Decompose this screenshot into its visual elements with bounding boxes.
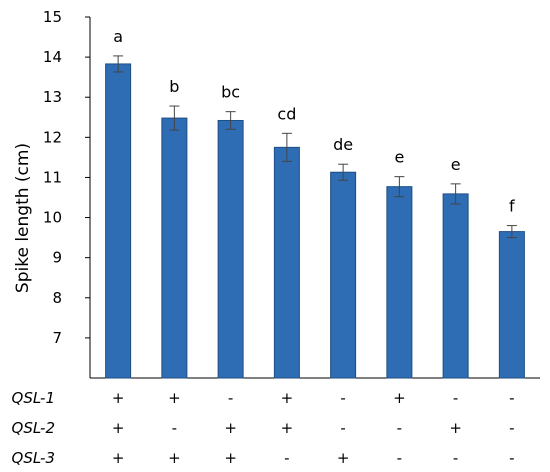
bar xyxy=(273,146,300,379)
bar xyxy=(161,117,188,379)
significance-label: f xyxy=(509,197,515,216)
significance-labels: a b bc cd de e e f xyxy=(113,27,515,216)
y-tick-label: 7 xyxy=(52,329,62,347)
genotype-sign: + xyxy=(281,389,294,407)
significance-label: e xyxy=(394,148,404,167)
genotype-sign: - xyxy=(340,419,345,437)
y-tick-label: 15 xyxy=(43,8,62,26)
bar xyxy=(217,119,244,379)
genotype-sign: - xyxy=(284,449,289,467)
y-tick-label: 10 xyxy=(43,209,62,227)
significance-label: e xyxy=(451,155,461,174)
genotype-sign: - xyxy=(509,419,514,437)
significance-label: b xyxy=(169,77,179,96)
genotype-sign: + xyxy=(281,419,294,437)
genotype-sign: + xyxy=(168,389,181,407)
genotype-sign: + xyxy=(112,449,125,467)
genotype-sign: - xyxy=(397,419,402,437)
y-tick-label: 13 xyxy=(43,88,62,106)
bar xyxy=(442,193,469,379)
significance-label: cd xyxy=(277,104,296,123)
genotype-sign: - xyxy=(453,389,458,407)
y-tick-label: 12 xyxy=(43,128,62,146)
genotype-table: QSL-1 + + - + - + - - QSL-2 + - + + - - + - QSL-3 + + + - + - - - xyxy=(12,389,515,467)
significance-label: de xyxy=(333,135,353,154)
genotype-row-label: QSL-2 xyxy=(12,419,55,437)
y-tick-label: 11 xyxy=(43,168,62,186)
y-tick-label: 8 xyxy=(52,289,62,307)
error-bars xyxy=(113,55,517,239)
significance-label: bc xyxy=(221,83,240,102)
genotype-sign: - xyxy=(340,389,345,407)
genotype-sign: + xyxy=(112,389,125,407)
genotype-sign: - xyxy=(228,389,233,407)
bar xyxy=(498,231,525,379)
genotype-sign: - xyxy=(509,389,514,407)
y-tick-label: 9 xyxy=(52,249,62,267)
bar xyxy=(386,186,413,379)
y-axis: 7 8 9 10 11 12 13 14 15 xyxy=(43,8,540,379)
genotype-sign: + xyxy=(393,389,406,407)
y-tick-label: 14 xyxy=(43,48,62,66)
genotype-sign: - xyxy=(509,449,514,467)
genotype-sign: + xyxy=(112,419,125,437)
genotype-sign: - xyxy=(397,449,402,467)
genotype-sign: - xyxy=(172,419,177,437)
genotype-sign: - xyxy=(453,449,458,467)
genotype-sign: + xyxy=(224,419,237,437)
genotype-sign: + xyxy=(224,449,237,467)
bar xyxy=(330,171,357,379)
genotype-sign: + xyxy=(449,419,462,437)
genotype-row-label: QSL-1 xyxy=(12,389,55,407)
genotype-sign: + xyxy=(337,449,350,467)
significance-label: a xyxy=(113,27,123,46)
bars xyxy=(105,63,525,379)
y-axis-label: Spike length (cm) xyxy=(13,143,33,293)
genotype-row-label: QSL-3 xyxy=(12,449,55,467)
bar xyxy=(105,63,132,379)
genotype-sign: + xyxy=(168,449,181,467)
